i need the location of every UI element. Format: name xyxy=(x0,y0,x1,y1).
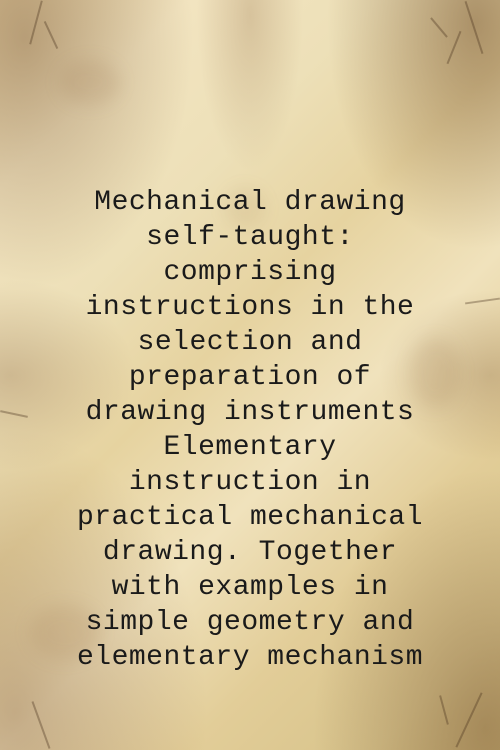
parchment-crack xyxy=(439,695,449,724)
parchment-crack xyxy=(455,692,482,747)
parchment-crack xyxy=(465,1,484,54)
title-block: Mechanical drawing self-taught: comprisi… xyxy=(70,185,430,675)
parchment-stain xyxy=(60,60,120,105)
parchment-crack xyxy=(447,31,462,64)
parchment-crack xyxy=(29,1,43,45)
parchment-crack xyxy=(44,21,58,49)
parchment-crack xyxy=(32,701,51,749)
parchment-crack xyxy=(0,410,28,418)
parchment-background: Mechanical drawing self-taught: comprisi… xyxy=(0,0,500,750)
parchment-crack xyxy=(430,17,448,37)
parchment-crack xyxy=(465,298,500,305)
book-title: Mechanical drawing self-taught: comprisi… xyxy=(70,185,430,675)
